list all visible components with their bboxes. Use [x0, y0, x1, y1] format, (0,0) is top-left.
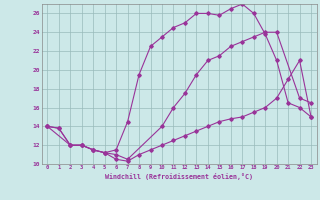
X-axis label: Windchill (Refroidissement éolien,°C): Windchill (Refroidissement éolien,°C) [105, 173, 253, 180]
